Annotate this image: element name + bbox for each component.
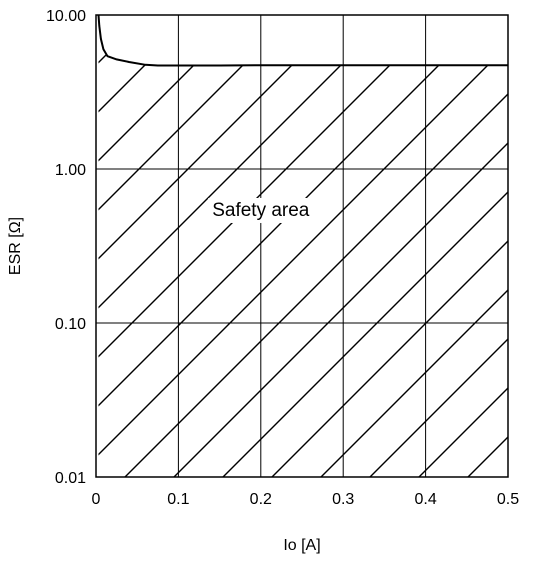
hatch-lines (98, 15, 559, 477)
safety-area-hatching (98, 15, 559, 477)
esr-boundary-line (97, 14, 508, 67)
hatch-line (369, 15, 508, 477)
x-tick-label: 0.4 (414, 491, 436, 508)
hatch-line (98, 15, 245, 477)
hatch-line (98, 15, 392, 477)
x-tick-label: 0.1 (167, 491, 189, 508)
hatch-line (467, 15, 508, 477)
x-tick-label: 0 (92, 491, 101, 508)
hatch-line (98, 15, 490, 477)
y-tick-label: 10.00 (46, 8, 86, 25)
hatch-line (320, 15, 508, 477)
hatch-line (173, 15, 508, 477)
hatch-line (98, 15, 508, 477)
hatch-line (517, 15, 559, 477)
y-tick-label: 1.00 (55, 162, 86, 179)
hatch-line (98, 15, 343, 477)
hatch-line (271, 15, 508, 477)
y-axis-label: ESR [Ω] (7, 217, 24, 275)
hatch-line (222, 15, 508, 477)
hatch-line (418, 15, 508, 477)
hatch-line (98, 15, 294, 477)
y-tick-labels: 0.01 0.10 1.00 10.00 (46, 8, 86, 487)
x-tick-label: 0.5 (497, 491, 519, 508)
hatch-line (98, 15, 441, 477)
x-axis-label: Io [A] (283, 537, 320, 554)
y-tick-label: 0.10 (55, 316, 86, 333)
hatch-line (98, 15, 196, 477)
annotation-label: Safety area (212, 200, 310, 221)
annotation-background (208, 197, 314, 223)
x-tick-label: 0.2 (250, 491, 272, 508)
plot-frame (95, 14, 509, 478)
x-tick-label: 0.3 (332, 491, 354, 508)
grid-lines (95, 14, 509, 478)
y-tick-label: 0.01 (55, 470, 86, 487)
series-group (97, 14, 508, 67)
hatch-line (124, 15, 508, 477)
x-tick-labels: 0 0.1 0.2 0.3 0.4 0.5 (92, 491, 520, 508)
